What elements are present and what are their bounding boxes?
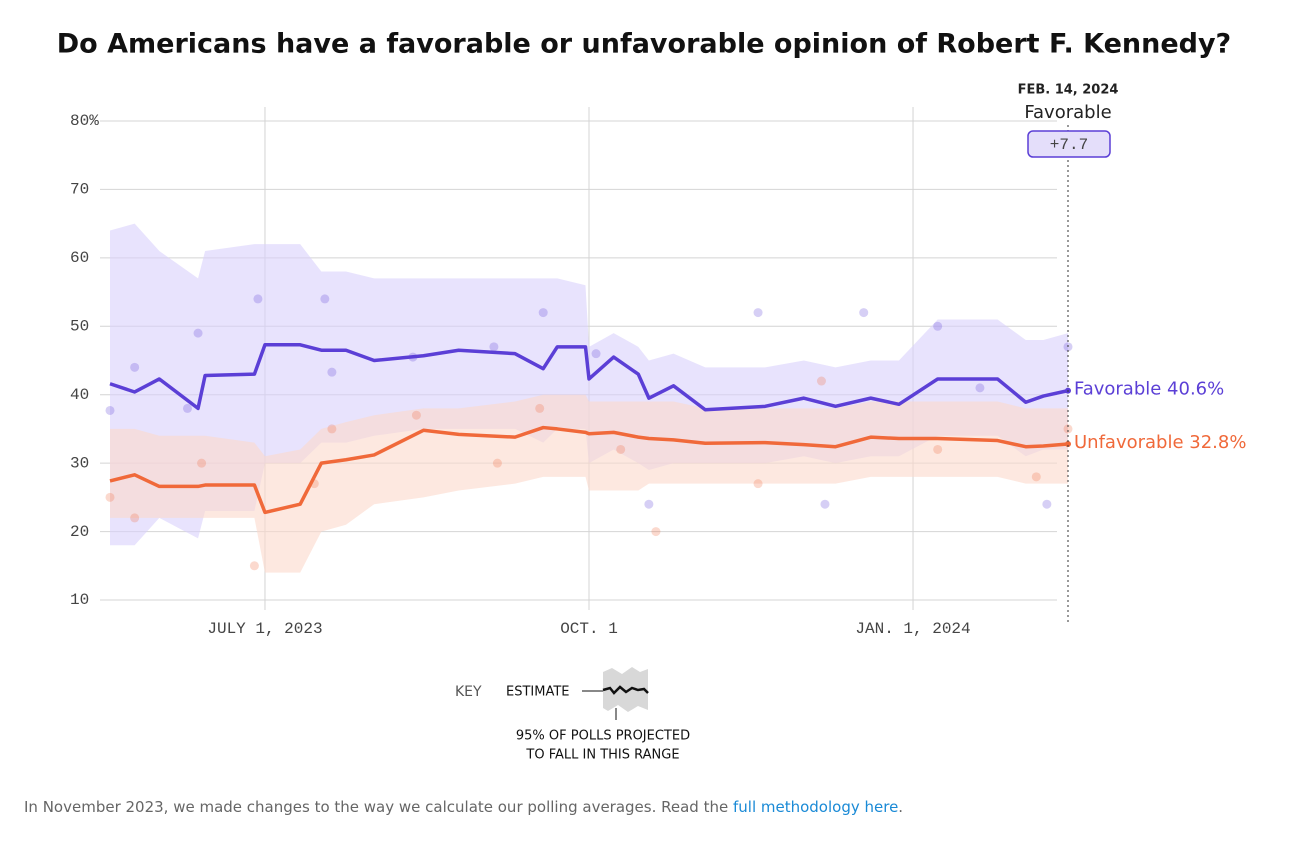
poll-dot	[975, 383, 985, 393]
poll-dot	[105, 492, 115, 502]
poll-dot	[327, 367, 337, 377]
estimate-line	[109, 343, 1069, 412]
poll-dot	[1042, 499, 1052, 509]
poll-dot	[651, 527, 661, 537]
footer: In November 2023, we made changes to the…	[24, 798, 903, 816]
y-tick-label: 60	[70, 249, 89, 267]
poll-dot	[197, 458, 207, 468]
poll-dot	[492, 458, 502, 468]
poll-dot	[820, 499, 830, 509]
key-range: 95% OF POLLS PROJECTED	[516, 729, 690, 744]
footer-text: In November 2023, we made changes to the…	[24, 798, 733, 816]
band	[110, 223, 1068, 546]
x-tick-label: JAN. 1, 2024	[855, 620, 970, 638]
poll-dot	[182, 403, 192, 413]
key-estimate: ESTIMATE	[506, 685, 570, 700]
end-dot	[1065, 440, 1071, 447]
x-tick-label: JULY 1, 2023	[207, 620, 322, 638]
poll-dot	[327, 424, 337, 434]
plot: 10 20 30 40 50 60 70 80% JULY 1, 2023 OCT. 1 JAN. …	[70, 107, 1246, 638]
chart: Do Americans have a favorable or unfavor…	[57, 29, 1247, 763]
poll-dot	[249, 561, 259, 571]
poll-dot	[535, 403, 545, 413]
poll-dot	[193, 328, 203, 338]
poll-dot	[644, 499, 654, 509]
poll-dot	[591, 349, 601, 359]
poll-dot	[1031, 472, 1041, 482]
methodology-link[interactable]: full methodology here	[732, 798, 899, 816]
poll-dot	[1063, 424, 1073, 434]
chart-title: Do Americans have a favorable or unfavor…	[57, 29, 1231, 60]
y-tick-label: 10	[70, 591, 89, 609]
key-range: TO FALL IN THIS RANGE	[525, 748, 679, 763]
poll-dot	[753, 308, 763, 318]
annotation-date: FEB. 14, 2024	[1018, 83, 1119, 98]
poll-dot	[489, 342, 499, 352]
y-tick-label: 20	[70, 523, 89, 541]
estimate-line	[109, 425, 1069, 515]
poll-dot	[753, 479, 763, 489]
poll-dot	[933, 444, 943, 454]
y-tick-label: 30	[70, 454, 89, 472]
poll-dot	[411, 410, 421, 420]
y-tick-label: 80%	[70, 112, 99, 130]
poll-dot	[933, 321, 943, 331]
band	[110, 394, 1068, 573]
poll-dot	[816, 376, 826, 386]
poll-dot	[130, 362, 140, 372]
end-label: Unfavorable 32.8%	[1074, 432, 1246, 453]
key-title: KEY	[455, 684, 482, 700]
poll-dot	[130, 513, 140, 523]
y-tick-label: 70	[70, 181, 89, 199]
y-tick-label: 40	[70, 386, 89, 404]
key-line	[602, 685, 649, 695]
poll-dot	[253, 294, 263, 304]
x-tick-label: OCT. 1	[560, 620, 618, 638]
y-tick-label: 50	[70, 318, 89, 336]
key-band	[603, 667, 648, 712]
end-label: Favorable 40.6%	[1074, 379, 1224, 400]
footer-end: .	[898, 798, 904, 816]
poll-dot	[105, 405, 115, 415]
poll-dot	[320, 294, 330, 304]
poll-dot	[538, 308, 548, 318]
annotation-box	[1027, 130, 1111, 158]
annotation-label: Favorable	[1024, 102, 1111, 123]
poll-dot	[859, 308, 869, 318]
poll-dot	[616, 444, 626, 454]
annotation-value: +7.7	[1050, 136, 1088, 154]
